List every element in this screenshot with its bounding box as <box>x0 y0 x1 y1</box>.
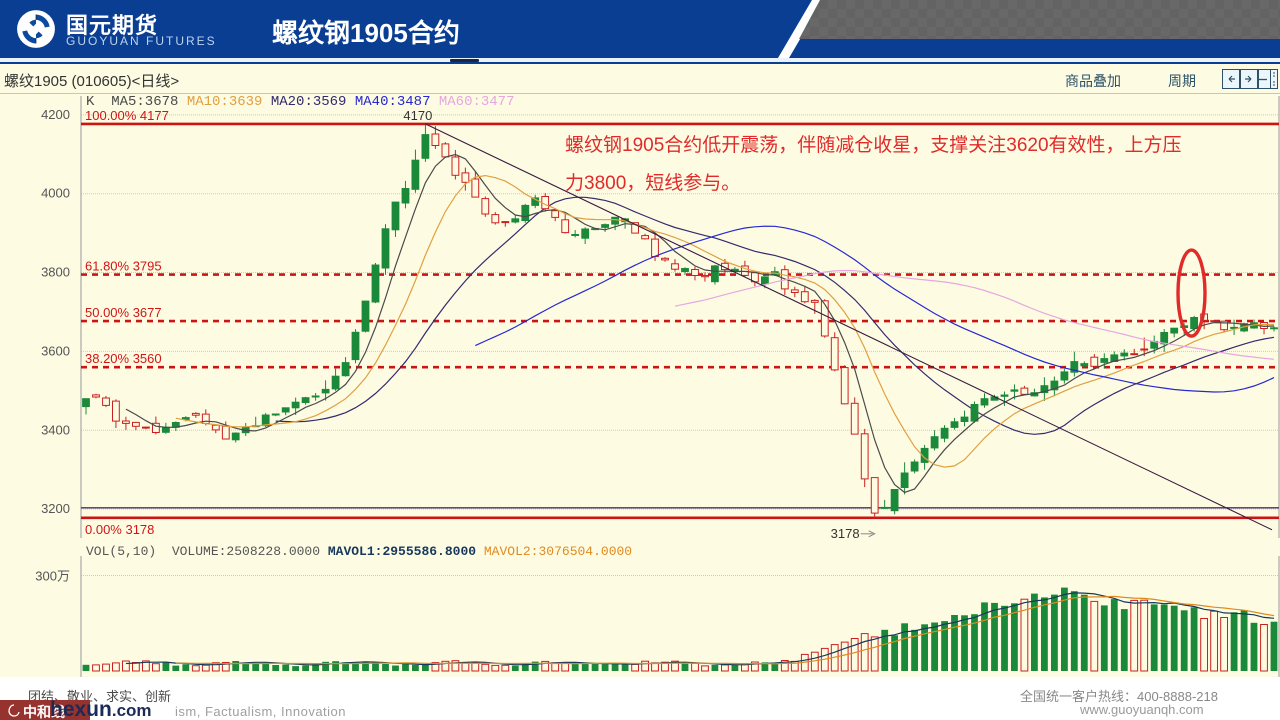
svg-text:4000: 4000 <box>41 186 70 201</box>
svg-text:300万: 300万 <box>35 569 70 584</box>
svg-text:4170: 4170 <box>403 108 432 123</box>
svg-text:100.00% 4177: 100.00% 4177 <box>85 108 169 123</box>
svg-text:3400: 3400 <box>41 422 70 437</box>
svg-text:3800: 3800 <box>41 265 70 280</box>
svg-text:力3800，短线参与。: 力3800，短线参与。 <box>565 172 740 194</box>
svg-text:38.20% 3560: 38.20% 3560 <box>85 351 162 366</box>
svg-text:4200: 4200 <box>41 107 70 122</box>
svg-text:50.00% 3677: 50.00% 3677 <box>85 305 162 320</box>
svg-text:0.00% 3178: 0.00% 3178 <box>85 522 154 537</box>
svg-text:3178: 3178 <box>831 526 860 538</box>
svg-text:61.80% 3795: 61.80% 3795 <box>85 259 162 274</box>
svg-text:3200: 3200 <box>41 501 70 516</box>
svg-text:3600: 3600 <box>41 343 70 358</box>
svg-text:螺纹钢1905合约低开震荡，伴随减仓收星，支撑关注3620有: 螺纹钢1905合约低开震荡，伴随减仓收星，支撑关注3620有效性，上方压 <box>565 134 1182 156</box>
